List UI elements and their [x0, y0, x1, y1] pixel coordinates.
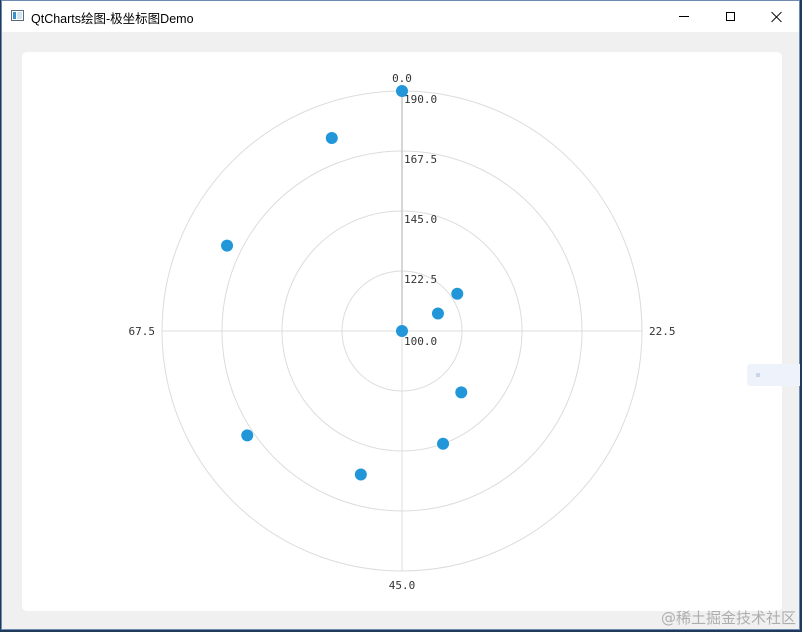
side-tab-icon	[756, 373, 760, 377]
polar-chart: 100.0 122.5 145.0 167.5 190.0 0.0 22.5 45.0 67.5	[129, 72, 676, 592]
scatter-point	[241, 429, 254, 442]
scatter-point	[451, 287, 464, 300]
minimize-icon	[679, 16, 689, 17]
scatter-point	[325, 132, 338, 145]
watermark: @稀土掘金技术社区	[660, 609, 796, 627]
scatter-point	[455, 386, 468, 399]
app-icon	[11, 10, 24, 21]
scatter-point	[221, 239, 234, 252]
scatter-point	[431, 307, 444, 320]
maximize-button[interactable]	[707, 1, 753, 32]
title-bar[interactable]: QtCharts绘图-极坐标图Demo	[2, 1, 799, 32]
minimize-button[interactable]	[661, 1, 707, 32]
radial-tick-label: 100.0	[404, 335, 437, 348]
radial-tick-label: 145.0	[404, 213, 437, 226]
radial-tick-label: 167.5	[404, 153, 437, 166]
angular-tick-label: 0.0	[392, 72, 412, 85]
maximize-icon	[725, 12, 735, 21]
side-tab[interactable]	[747, 364, 800, 386]
radial-tick-label: 122.5	[404, 273, 437, 286]
scatter-point	[396, 85, 408, 97]
close-button[interactable]	[753, 1, 799, 32]
radial-tick-label: 190.0	[404, 93, 437, 106]
chart-view: 100.0 122.5 145.0 167.5 190.0 0.0 22.5 45.0 67.5	[22, 52, 782, 611]
window-title: QtCharts绘图-极坐标图Demo	[31, 12, 194, 26]
angular-tick-label: 45.0	[389, 579, 416, 592]
close-icon	[771, 11, 782, 22]
angular-tick-label: 22.5	[649, 325, 676, 338]
scatter-point	[354, 468, 367, 481]
scatter-point	[396, 325, 408, 337]
scatter-point	[437, 437, 450, 450]
angular-tick-label: 67.5	[129, 325, 156, 338]
